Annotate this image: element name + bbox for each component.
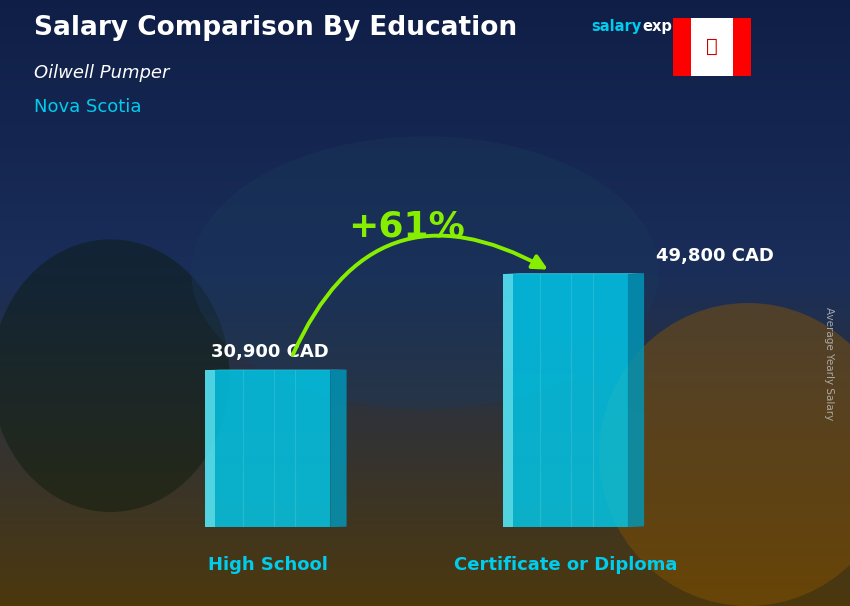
Polygon shape	[502, 274, 627, 527]
Polygon shape	[206, 370, 330, 527]
Bar	[691, 18, 734, 76]
Text: Certificate or Diploma: Certificate or Diploma	[454, 556, 677, 574]
Text: 30,900 CAD: 30,900 CAD	[211, 343, 329, 361]
Text: 49,800 CAD: 49,800 CAD	[656, 247, 774, 265]
Bar	[734, 18, 751, 76]
Text: Average Yearly Salary: Average Yearly Salary	[824, 307, 834, 420]
Bar	[673, 18, 691, 76]
Polygon shape	[330, 370, 347, 527]
Text: Oilwell Pumper: Oilwell Pumper	[34, 64, 169, 82]
Text: +61%: +61%	[348, 210, 464, 244]
Text: 🍁: 🍁	[706, 37, 718, 56]
Text: Nova Scotia: Nova Scotia	[34, 98, 141, 116]
Polygon shape	[206, 370, 215, 527]
Text: High School: High School	[207, 556, 328, 574]
Text: salary: salary	[591, 19, 641, 35]
Ellipse shape	[599, 303, 850, 606]
Ellipse shape	[191, 136, 659, 409]
Text: explorer.com: explorer.com	[643, 19, 750, 35]
Text: Salary Comparison By Education: Salary Comparison By Education	[34, 15, 517, 41]
Ellipse shape	[0, 239, 230, 512]
Polygon shape	[502, 273, 644, 274]
Polygon shape	[627, 273, 644, 527]
Polygon shape	[502, 274, 513, 527]
